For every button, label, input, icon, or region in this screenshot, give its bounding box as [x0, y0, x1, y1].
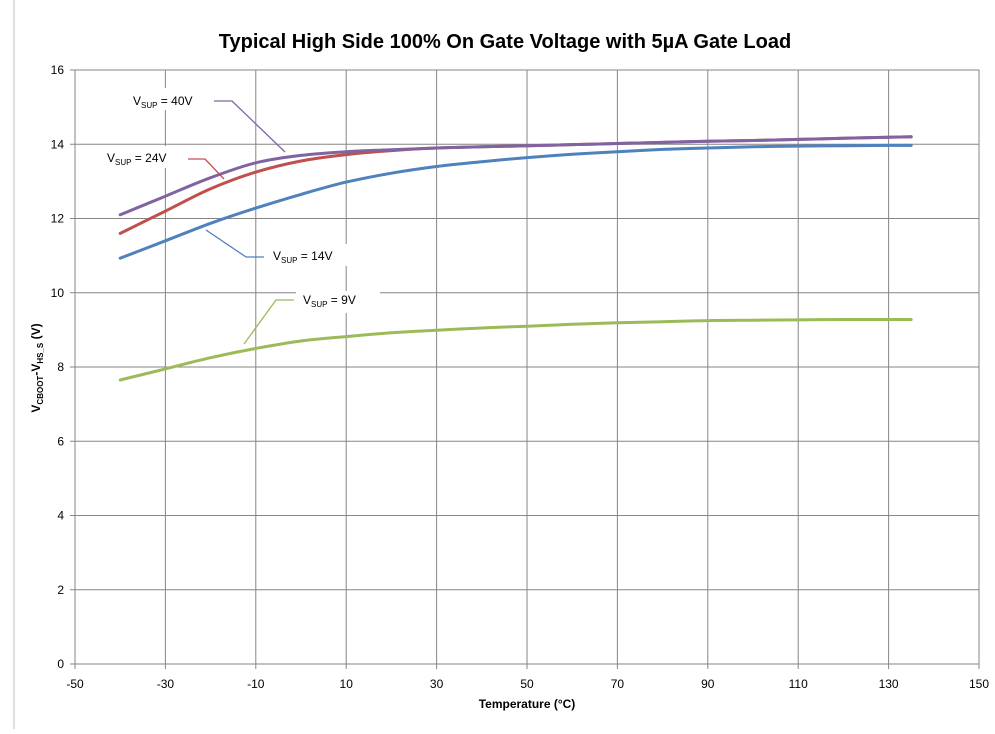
callout-40v-label-sub: SUP — [141, 101, 157, 110]
series-line-40v — [118, 135, 913, 217]
callout-14v-label-sub: SUP — [281, 256, 297, 265]
y-tick-label: 0 — [57, 657, 64, 671]
y-tick-label: 14 — [51, 137, 65, 151]
callout-14v-bg — [266, 244, 358, 266]
x-tick-label: 30 — [430, 677, 444, 691]
callout-9v-bg — [296, 291, 380, 313]
chart-title: Typical High Side 100% On Gate Voltage w… — [219, 31, 791, 53]
y-axis-title-unit: (V) — [29, 323, 43, 342]
series-line-9v — [118, 317, 913, 382]
x-tick-label: 50 — [520, 677, 534, 691]
callout-14v-label-suffix: = 14V — [297, 249, 332, 263]
series-line-14v — [118, 143, 913, 260]
y-tick-label: 2 — [57, 583, 64, 597]
x-tick-label: 110 — [789, 677, 808, 691]
y-tick-label: 6 — [57, 434, 64, 448]
y-tick-label: 8 — [57, 360, 64, 374]
y-tick-label: 16 — [51, 63, 65, 77]
x-tick-label: 10 — [340, 677, 354, 691]
callout-40v-leader — [214, 100, 286, 153]
y-axis-title-main: V — [29, 405, 43, 413]
callout-24v-label: VSUP = 24V — [107, 151, 167, 167]
callout-9v-label-prefix: V — [303, 293, 311, 307]
callout-40v-label: VSUP = 40V — [133, 94, 193, 110]
callout-24v-label-prefix: V — [107, 151, 115, 165]
callout-14v-label-prefix: V — [273, 249, 281, 263]
callout-9v-label-sub: SUP — [311, 300, 327, 309]
callout-14v-leader — [205, 229, 264, 258]
x-tick-label: 130 — [879, 677, 899, 691]
x-tick-label: -50 — [66, 677, 84, 691]
x-tick-label: 90 — [701, 677, 715, 691]
callout-14v-label: VSUP = 14V — [273, 249, 333, 265]
x-tick-label: 150 — [969, 677, 989, 691]
y-tick-label: 4 — [57, 509, 64, 523]
x-tick-label: 70 — [611, 677, 625, 691]
x-axis-title: Temperature (°C) — [479, 697, 576, 711]
callout-40v-bg — [121, 88, 213, 110]
callout-24v-label-suffix: = 24V — [131, 151, 166, 165]
callout-24v-leader — [188, 158, 225, 180]
callout-9v-leader — [243, 299, 294, 345]
y-axis-title-sub2: HS_S — [36, 342, 45, 364]
callout-9v-label-suffix: = 9V — [327, 293, 355, 307]
x-tick-label: -10 — [247, 677, 265, 691]
x-tick-label: -30 — [157, 677, 175, 691]
y-tick-label: 10 — [51, 286, 65, 300]
axis-layer: 0 2 4 6 8 10 12 14 16 -50 -30 -10 10 30 50 70 90 110 130 15… — [51, 63, 990, 691]
y-axis-title-sub1: CBOOT — [36, 376, 45, 405]
callout-9v-label: VSUP = 9V — [303, 293, 356, 309]
y-tick-label: 12 — [51, 212, 65, 226]
callout-24v-label-sub: SUP — [115, 158, 131, 167]
callout-40v-label-suffix: = 40V — [157, 94, 192, 108]
callout-24v-bg — [95, 146, 187, 168]
y-axis-title-mid: -V — [29, 364, 43, 376]
series-layer — [118, 135, 913, 382]
y-axis-title: VCBOOT-VHS_S (V) — [29, 323, 45, 412]
callout-40v-label-prefix: V — [133, 94, 141, 108]
